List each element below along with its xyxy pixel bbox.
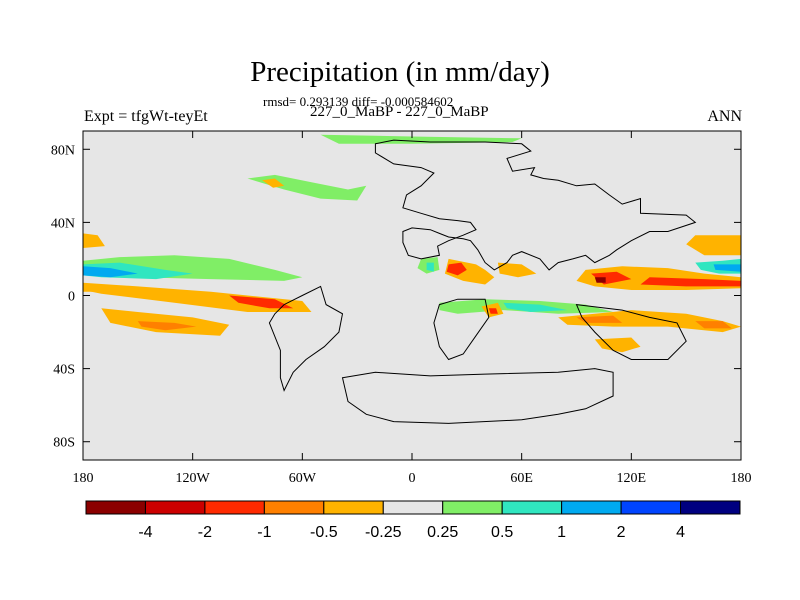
colorbar-swatch: [382, 500, 444, 515]
contour-region: [137, 321, 197, 331]
y-tick-label: 0: [68, 290, 75, 305]
colorbar-label: 0.5: [491, 524, 513, 541]
colorbar-label: -1: [257, 524, 271, 541]
continent-outline: [268, 285, 344, 392]
contour-region: [446, 262, 467, 276]
colorbar-label: 4: [676, 524, 685, 541]
chart-title: Precipitation (in mm/day): [250, 56, 550, 88]
y-tick-label: 80N: [51, 143, 75, 158]
colorbar-label: -0.5: [310, 524, 338, 541]
y-tick-label: 40N: [51, 216, 75, 231]
x-tick-label: 120W: [176, 471, 211, 486]
colorbar-label: -4: [138, 524, 152, 541]
colorbar-swatch: [85, 500, 146, 515]
continent-outline: [433, 298, 490, 361]
contour-region: [426, 262, 434, 272]
y-tick-label: 80S: [53, 436, 75, 451]
colorbar-swatch: [561, 500, 622, 515]
comparison-label: 227_0_MaBP - 227_0_MaBP: [310, 104, 489, 120]
experiment-label: Expt = tfgWt-teyEt: [84, 108, 208, 125]
contour-region: [594, 277, 606, 283]
continent-outline: [374, 139, 697, 271]
contour-region: [101, 308, 230, 336]
contour-region: [83, 233, 105, 248]
continent-outline: [575, 303, 687, 360]
contour-region: [640, 277, 741, 287]
x-tick-label: 60W: [289, 471, 317, 486]
x-tick-label: 60E: [510, 471, 533, 486]
stats-text: rmsd= 0.293139 diff= -0.000584602: [263, 94, 454, 109]
colorbar: -4 -2 -1 -0.5 -0.25 0.25 0.5 1 2 4: [85, 500, 741, 541]
colorbar-label: -2: [198, 524, 212, 541]
colorbar-swatch: [501, 500, 563, 515]
contour-region: [497, 262, 537, 278]
contour-region: [262, 178, 285, 188]
x-tick-label: 120E: [617, 471, 647, 486]
contour-region: [713, 264, 741, 272]
contour-region: [576, 315, 623, 323]
colorbar-swatch: [680, 500, 741, 515]
colorbar-label: -0.25: [365, 524, 402, 541]
continent-outline: [341, 368, 614, 424]
axis-ticks: 180 120W 60W 0 60E 120E 180 80N 40N 0 40S 80S: [51, 131, 752, 486]
y-tick-label: 40S: [53, 363, 75, 378]
colorbar-swatch: [323, 500, 384, 515]
x-tick-label: 180: [73, 471, 94, 486]
contour-region: [229, 295, 294, 309]
season-label: ANN: [707, 108, 742, 125]
contour-region: [558, 310, 741, 333]
colorbar-label: 2: [617, 524, 626, 541]
colorbar-swatch: [263, 500, 325, 515]
contour-region: [686, 235, 741, 256]
colorbar-swatch: [620, 500, 682, 515]
contour-region: [503, 302, 568, 312]
x-tick-label: 0: [409, 471, 416, 486]
contour-region: [594, 337, 641, 353]
contour-region: [83, 286, 105, 292]
contour-regions: [83, 134, 741, 353]
colorbar-label: 1: [557, 524, 566, 541]
continent-outlines: [268, 139, 697, 424]
x-tick-label: 180: [731, 471, 752, 486]
colorbar-swatch: [144, 500, 206, 515]
contour-region: [83, 266, 138, 278]
colorbar-swatch: [442, 500, 503, 515]
contour-region: [488, 308, 498, 314]
colorbar-swatch: [204, 500, 265, 515]
contour-region: [695, 321, 732, 329]
colorbar-label: 0.25: [427, 524, 458, 541]
